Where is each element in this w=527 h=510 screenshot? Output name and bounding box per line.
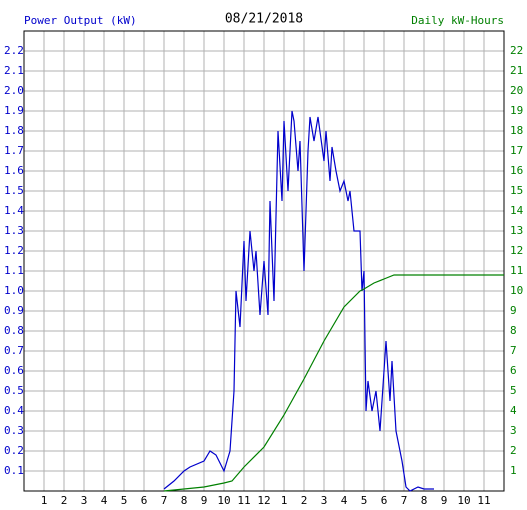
x-tick-label: 8 — [421, 494, 428, 507]
y-tick-label: 0.9 — [4, 304, 24, 317]
x-tick-label: 7 — [161, 494, 168, 507]
y-tick-label: 1.9 — [4, 104, 24, 117]
y2-tick-label: 9 — [510, 304, 517, 317]
y-tick-label: 0.5 — [4, 384, 24, 397]
series-line — [163, 274, 504, 492]
x-tick-label: 1 — [281, 494, 288, 507]
y2-tick-label: 16 — [510, 164, 523, 177]
x-tick-label: 2 — [301, 494, 308, 507]
x-tick-label: 10 — [217, 494, 230, 507]
y-tick-label: 1.8 — [4, 124, 24, 137]
plot-border — [23, 30, 505, 492]
y2-tick-label: 5 — [510, 384, 517, 397]
y-tick-label: 2.1 — [4, 64, 24, 77]
y2-tick-label: 13 — [510, 224, 523, 237]
x-tick-label: 6 — [141, 494, 148, 507]
y-tick-label: 2.2 — [4, 44, 24, 57]
x-tick-label: 6 — [381, 494, 388, 507]
y-tick-label: 0.3 — [4, 424, 24, 437]
x-tick-label: 11 — [477, 494, 490, 507]
y-tick-label: 0.8 — [4, 324, 24, 337]
x-tick-label: 5 — [361, 494, 368, 507]
y-tick-label: 1.0 — [4, 284, 24, 297]
y2-tick-label: 15 — [510, 184, 523, 197]
x-tick-label: 3 — [321, 494, 328, 507]
y-tick-label: 0.1 — [4, 464, 24, 477]
y-tick-label: 0.2 — [4, 444, 24, 457]
y2-tick-label: 4 — [510, 404, 517, 417]
x-tick-label: 1 — [41, 494, 48, 507]
y-tick-label: 1.1 — [4, 264, 24, 277]
y2-tick-label: 8 — [510, 324, 517, 337]
y2-tick-label: 21 — [510, 64, 523, 77]
y-tick-label: 1.6 — [4, 164, 24, 177]
y2-tick-label: 10 — [510, 284, 523, 297]
x-tick-label: 11 — [237, 494, 250, 507]
x-tick-label: 2 — [61, 494, 68, 507]
series-line — [163, 110, 434, 492]
x-tick-label: 9 — [441, 494, 448, 507]
y2-tick-label: 14 — [510, 204, 524, 217]
x-tick-label: 9 — [201, 494, 208, 507]
y-tick-label: 2.0 — [4, 84, 24, 97]
y2-tick-label: 20 — [510, 84, 523, 97]
y-tick-label: 1.7 — [4, 144, 24, 157]
x-tick-label: 12 — [257, 494, 270, 507]
y-tick-label: 1.4 — [4, 204, 24, 217]
x-tick-label: 5 — [121, 494, 128, 507]
x-tick-label: 7 — [401, 494, 408, 507]
y-tick-label: 0.7 — [4, 344, 24, 357]
y-tick-label: 0.4 — [4, 404, 24, 417]
y2-tick-label: 11 — [510, 264, 523, 277]
y2-tick-label: 7 — [510, 344, 517, 357]
y2-tick-label: 2 — [510, 444, 517, 457]
y-axis-label: Power Output (kW) — [24, 14, 137, 27]
x-tick-label: 4 — [101, 494, 108, 507]
y-tick-label: 0.6 — [4, 364, 24, 377]
x-tick-label: 10 — [457, 494, 470, 507]
x-tick-label: 3 — [81, 494, 88, 507]
y-tick-label: 1.5 — [4, 184, 24, 197]
y2-axis-label: Daily kW-Hours — [411, 14, 504, 27]
y-tick-label: 1.2 — [4, 244, 24, 257]
x-tick-label: 4 — [341, 494, 348, 507]
y2-tick-label: 19 — [510, 104, 523, 117]
x-tick-label: 8 — [181, 494, 188, 507]
y2-tick-label: 22 — [510, 44, 523, 57]
y2-tick-label: 17 — [510, 144, 523, 157]
chart-title: 08/21/2018 — [225, 12, 303, 27]
y-tick-label: 1.3 — [4, 224, 24, 237]
y2-tick-label: 6 — [510, 364, 517, 377]
y2-tick-label: 3 — [510, 424, 517, 437]
y2-tick-label: 1 — [510, 464, 517, 477]
y2-tick-label: 12 — [510, 244, 523, 257]
y2-tick-label: 18 — [510, 124, 523, 137]
